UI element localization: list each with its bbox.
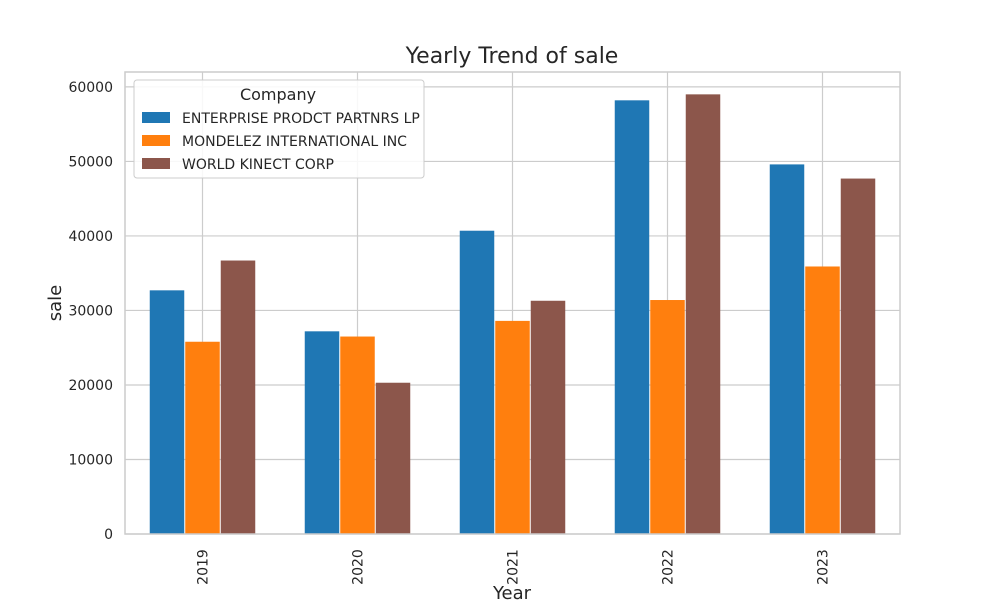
bar (304, 331, 340, 534)
bar (769, 164, 805, 534)
y-tick-label: 30000 (68, 303, 113, 319)
bar (530, 300, 566, 534)
y-tick-label: 0 (104, 527, 113, 543)
legend-swatch (142, 135, 170, 146)
legend-swatch (142, 158, 170, 169)
plot-frame (124, 71, 901, 535)
chart-title: Yearly Trend of sale (405, 44, 619, 69)
x-tick-label: 2023 (816, 549, 832, 585)
legend-title: Company (240, 85, 316, 104)
legend: Company ENTERPRISE PRODCT PARTNRS LP MOND… (133, 79, 425, 179)
legend-label: WORLD KINECT CORP (182, 157, 334, 173)
bar (185, 341, 220, 534)
bar (495, 320, 530, 534)
y-tick-label: 10000 (68, 452, 113, 468)
x-tick-label: 2019 (196, 549, 212, 585)
legend-swatch (142, 112, 170, 123)
y-tick-label: 60000 (68, 80, 113, 96)
y-tick-labels: 0 10000 20000 30000 40000 50000 60000 (68, 80, 113, 543)
bar (149, 290, 185, 534)
bar (375, 382, 411, 534)
bar (650, 300, 685, 534)
legend-label: ENTERPRISE PRODCT PARTNRS LP (182, 111, 420, 127)
x-tick-label: 2022 (661, 549, 677, 585)
legend-label: MONDELEZ INTERNATIONAL INC (182, 134, 407, 150)
y-axis-title: sale (45, 285, 66, 321)
bar (340, 336, 375, 534)
y-tick-label: 20000 (68, 378, 113, 394)
bar (459, 230, 495, 534)
legend-box (133, 79, 425, 179)
x-tick-label: 2021 (506, 549, 522, 585)
bars (149, 94, 876, 535)
x-tick-labels: 2019 2020 2021 2022 2023 (196, 549, 832, 585)
bar (220, 260, 256, 534)
bar (840, 178, 876, 535)
bar (614, 100, 650, 534)
x-axis-title: Year (492, 583, 532, 600)
y-tick-label: 40000 (68, 229, 113, 245)
bar (685, 94, 721, 535)
y-tick-label: 50000 (68, 154, 113, 170)
legend-items: ENTERPRISE PRODCT PARTNRS LP MONDELEZ INT… (142, 111, 420, 173)
bar (805, 266, 840, 534)
x-tick-label: 2020 (351, 549, 367, 585)
